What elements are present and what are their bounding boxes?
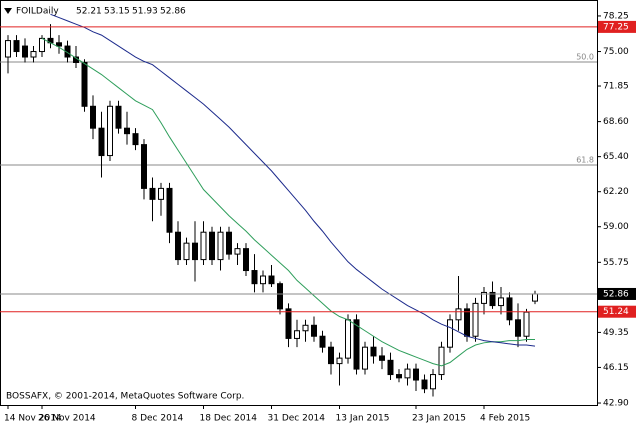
candle-body xyxy=(311,324,317,337)
plot-frame xyxy=(0,0,598,406)
candle-body xyxy=(234,248,241,255)
candle-body xyxy=(200,231,207,261)
price-tag-label: 51.24 xyxy=(603,307,629,317)
footer: BOSSAFX, © 2001-2014, MetaQuotes Softwar… xyxy=(6,392,244,402)
candle-body xyxy=(353,319,360,370)
candle-body xyxy=(328,346,334,365)
price-tag-label: 77.25 xyxy=(603,22,629,32)
candle-body xyxy=(285,308,292,339)
candle-body xyxy=(370,346,377,357)
candle-body xyxy=(396,374,402,379)
x-tick-label: 23 Jan 2015 xyxy=(412,414,466,424)
candle-body xyxy=(506,297,513,321)
candle-body xyxy=(158,187,164,200)
candle-body xyxy=(132,133,139,146)
ohlc-high: 53.15 xyxy=(104,7,130,17)
x-tick-label: 8 Dec 2014 xyxy=(132,414,184,424)
candle-body xyxy=(447,319,453,348)
candle-body xyxy=(413,368,419,381)
candle-body xyxy=(81,61,88,107)
candle-body xyxy=(192,242,198,261)
candle-body xyxy=(115,105,122,129)
candle-body xyxy=(379,355,385,361)
candle-body xyxy=(107,105,113,157)
candle-body xyxy=(498,297,504,307)
x-tick-label: 18 Dec 2014 xyxy=(200,414,258,424)
candle-body xyxy=(294,330,300,339)
candle-body xyxy=(260,275,266,285)
candle-body xyxy=(515,319,521,337)
candle-body xyxy=(523,311,530,337)
candle-body xyxy=(30,51,37,58)
candle-body xyxy=(217,231,224,261)
moving-average xyxy=(41,37,535,367)
y-tick-label: 78.25 xyxy=(603,11,629,21)
candle-body xyxy=(149,187,156,200)
candle-body xyxy=(251,270,258,285)
candle-body xyxy=(183,242,190,261)
symbol: FOILDaily xyxy=(16,7,59,17)
y-tick-label: 65.40 xyxy=(603,152,629,162)
candle-body xyxy=(455,308,462,321)
candle-body xyxy=(90,105,96,129)
candle-body xyxy=(124,127,130,135)
candle-body xyxy=(302,324,309,332)
candle-body xyxy=(438,346,445,376)
x-tick-label: 4 Feb 2015 xyxy=(480,414,530,424)
price-tag-label: 52.86 xyxy=(603,289,629,299)
candle-body xyxy=(387,359,394,376)
candle-body xyxy=(532,293,538,302)
candle-body xyxy=(175,231,181,261)
y-tick-label: 71.85 xyxy=(603,82,629,92)
candle-body xyxy=(98,127,105,157)
candle-body xyxy=(362,346,368,370)
y-tick-label: 42.90 xyxy=(603,399,629,409)
price-tag xyxy=(598,305,636,318)
candle-body xyxy=(39,37,45,53)
candle-body xyxy=(430,374,436,390)
candle-body xyxy=(336,357,343,365)
candle-body xyxy=(209,231,215,261)
x-tick-label: 31 Dec 2014 xyxy=(268,414,326,424)
y-tick-label: 75.00 xyxy=(603,47,629,57)
candle-body xyxy=(268,275,275,285)
x-tick-label: 13 Jan 2015 xyxy=(336,414,390,424)
candle-body xyxy=(489,291,496,307)
y-tick-label: 55.75 xyxy=(603,258,629,268)
y-tick-label: 68.60 xyxy=(603,117,629,127)
y-tick-label: 62.20 xyxy=(603,187,629,197)
candle-body xyxy=(5,40,11,58)
candle-body xyxy=(464,308,470,337)
ohlc-close: 52.86 xyxy=(160,7,186,17)
x-tick-label: 14 Nov 2014 xyxy=(4,414,62,424)
candle-body xyxy=(166,187,173,233)
ohlc-low: 51.93 xyxy=(132,7,158,17)
candle-body xyxy=(319,335,326,348)
candle-body xyxy=(56,42,62,47)
candle-body xyxy=(345,319,351,359)
price-tag xyxy=(598,20,636,33)
collapse-arrow xyxy=(4,8,12,14)
candle-body xyxy=(226,231,232,255)
candle-body xyxy=(243,248,249,272)
price-tag xyxy=(598,287,636,300)
candle-body xyxy=(141,144,147,189)
candle-body xyxy=(472,302,479,337)
ohlc-open: 52.21 xyxy=(76,7,102,17)
candle-body xyxy=(481,291,487,304)
candle-body xyxy=(22,45,28,58)
fib-label: 50.0 xyxy=(576,52,594,61)
y-tick-label: 46.15 xyxy=(603,363,629,373)
candle-body xyxy=(277,283,283,310)
y-tick-label: 59.00 xyxy=(603,222,629,232)
candle-body xyxy=(421,379,428,390)
candle-body xyxy=(404,368,411,379)
y-tick-label: 49.35 xyxy=(603,328,629,338)
candle-body xyxy=(13,40,20,53)
x-tick-label: 26 Nov 2014 xyxy=(38,414,96,424)
moving-average xyxy=(50,13,536,347)
fib-label: 61.8 xyxy=(576,155,594,164)
